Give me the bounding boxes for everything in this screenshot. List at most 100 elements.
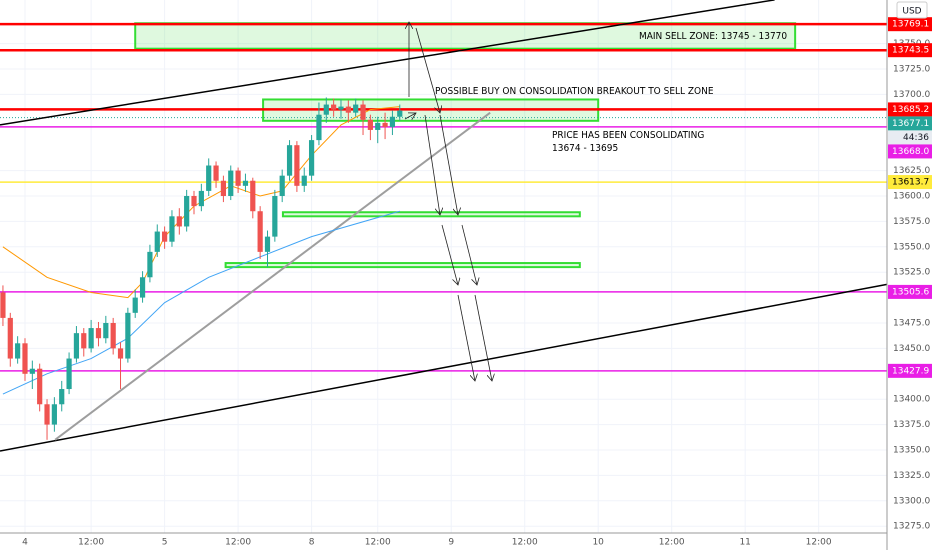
y-tick-label: 13350.0: [893, 445, 930, 455]
candle-body: [367, 119, 373, 130]
grid: [0, 0, 887, 533]
y-tick-label: 13550.0: [893, 242, 930, 252]
candle-body: [272, 195, 278, 237]
y-tick-label: 13275.0: [893, 522, 930, 532]
price-label-bg: [888, 17, 932, 32]
price-label: 13505.6: [892, 287, 929, 297]
candle-body: [7, 317, 13, 359]
annotation: POSSIBLE BUY ON CONSOLIDATION BREAKOUT T…: [435, 86, 714, 97]
candle-body: [184, 195, 190, 227]
currency: USD: [902, 7, 921, 17]
y-tick-label: 13375.0: [893, 420, 930, 430]
candle-body: [250, 180, 256, 212]
axis-labels: 13275.0 13300.0 13325.0 13350.0 13375.0 13400…: [22, 17, 932, 548]
x-tick-label: 10: [592, 538, 604, 548]
moving-average: [2, 210, 400, 395]
moving-average: [2, 106, 400, 299]
candle-body: [389, 116, 396, 127]
annotation: 13674 - 13695: [552, 143, 618, 154]
y-tick-label: 13450.0: [893, 344, 930, 354]
arrow: [441, 224, 458, 285]
candle-body: [59, 389, 65, 405]
candle-body: [338, 106, 344, 110]
arrow: [415, 27, 440, 113]
candle-body: [88, 328, 94, 349]
price-label-bg: [888, 175, 932, 190]
candle-body: [169, 216, 175, 242]
arrow: [439, 114, 458, 215]
candle-body: [95, 328, 102, 339]
price-label: 13685.2: [892, 105, 929, 115]
candle-body: [162, 231, 168, 242]
price-label-bg: [888, 284, 932, 299]
arrows: [404, 22, 492, 381]
countdown-bg: [888, 130, 932, 145]
y-tick-label: 13475.0: [893, 318, 930, 328]
candle-body: [294, 145, 300, 186]
annotation: PRICE HAS BEEN CONSOLIDATING: [552, 130, 704, 141]
price-label: 13769.1: [892, 20, 929, 30]
candle-body: [286, 145, 293, 176]
candle-body: [176, 216, 182, 227]
candle-body: [73, 333, 80, 359]
x-tick-label: 12:00: [365, 538, 391, 548]
trend-line: [0, 283, 888, 452]
price-label: 13677.1: [892, 119, 929, 129]
y-tick-label: 13325.0: [893, 471, 930, 481]
price-label-bg: [888, 144, 932, 159]
candle-body: [206, 165, 212, 191]
candle-body: [331, 104, 337, 110]
currency-box: [896, 1, 928, 19]
price-label-bg: [888, 43, 932, 58]
candle-body: [375, 122, 381, 130]
candle-body: [220, 180, 227, 196]
trend-line: [0, 0, 775, 126]
candle-body: [353, 104, 359, 113]
zone: [134, 22, 797, 50]
candle-body: [147, 251, 153, 278]
candle-body: [360, 104, 366, 120]
candle-body: [316, 114, 322, 141]
candle-body: [139, 277, 146, 298]
price-label-bg: [888, 363, 932, 378]
price-label: 13613.7: [892, 178, 929, 188]
price-label-bg: [888, 116, 932, 131]
candle-body: [132, 297, 138, 313]
x-tick-label: 8: [309, 538, 315, 548]
candle-body: [242, 180, 249, 186]
candle-body: [22, 343, 28, 374]
y-tick-label: 13700.0: [893, 90, 930, 100]
candle-body: [308, 140, 315, 176]
candle-body: [110, 322, 116, 349]
candle-body: [154, 231, 160, 252]
candle-body: [279, 175, 285, 196]
x-tick-label: 12:00: [78, 538, 104, 548]
candle-body: [51, 404, 57, 425]
candle-body: [44, 404, 50, 425]
x-tick-label: 12:00: [225, 538, 251, 548]
y-tick-label: 13400.0: [893, 395, 930, 405]
zone-label: MAIN SELL ZONE: 13745 - 13770: [639, 31, 787, 42]
price-label: 13427.9: [892, 366, 929, 376]
candle-body: [397, 110, 403, 117]
arrow: [404, 113, 416, 119]
candle-body: [235, 170, 241, 186]
y-tick-label: 13600.0: [893, 191, 930, 201]
price-label: 13668.0: [892, 147, 929, 157]
arrow: [457, 294, 475, 381]
candle-body: [37, 368, 43, 405]
candle-body: [191, 195, 197, 207]
x-tick-label: 12:00: [512, 538, 538, 548]
zone: [281, 211, 581, 218]
x-tick-label: 4: [22, 538, 28, 548]
candle-body: [15, 343, 21, 359]
x-tick-label: 12:00: [659, 538, 685, 548]
y-tick-label: 13575.0: [893, 217, 930, 227]
candle-body: [0, 292, 6, 318]
candle-body: [264, 236, 271, 252]
candle-body: [228, 170, 234, 196]
candle-body: [81, 333, 87, 349]
price-label: 13743.5: [892, 46, 929, 56]
price-label-bg: [888, 102, 932, 117]
